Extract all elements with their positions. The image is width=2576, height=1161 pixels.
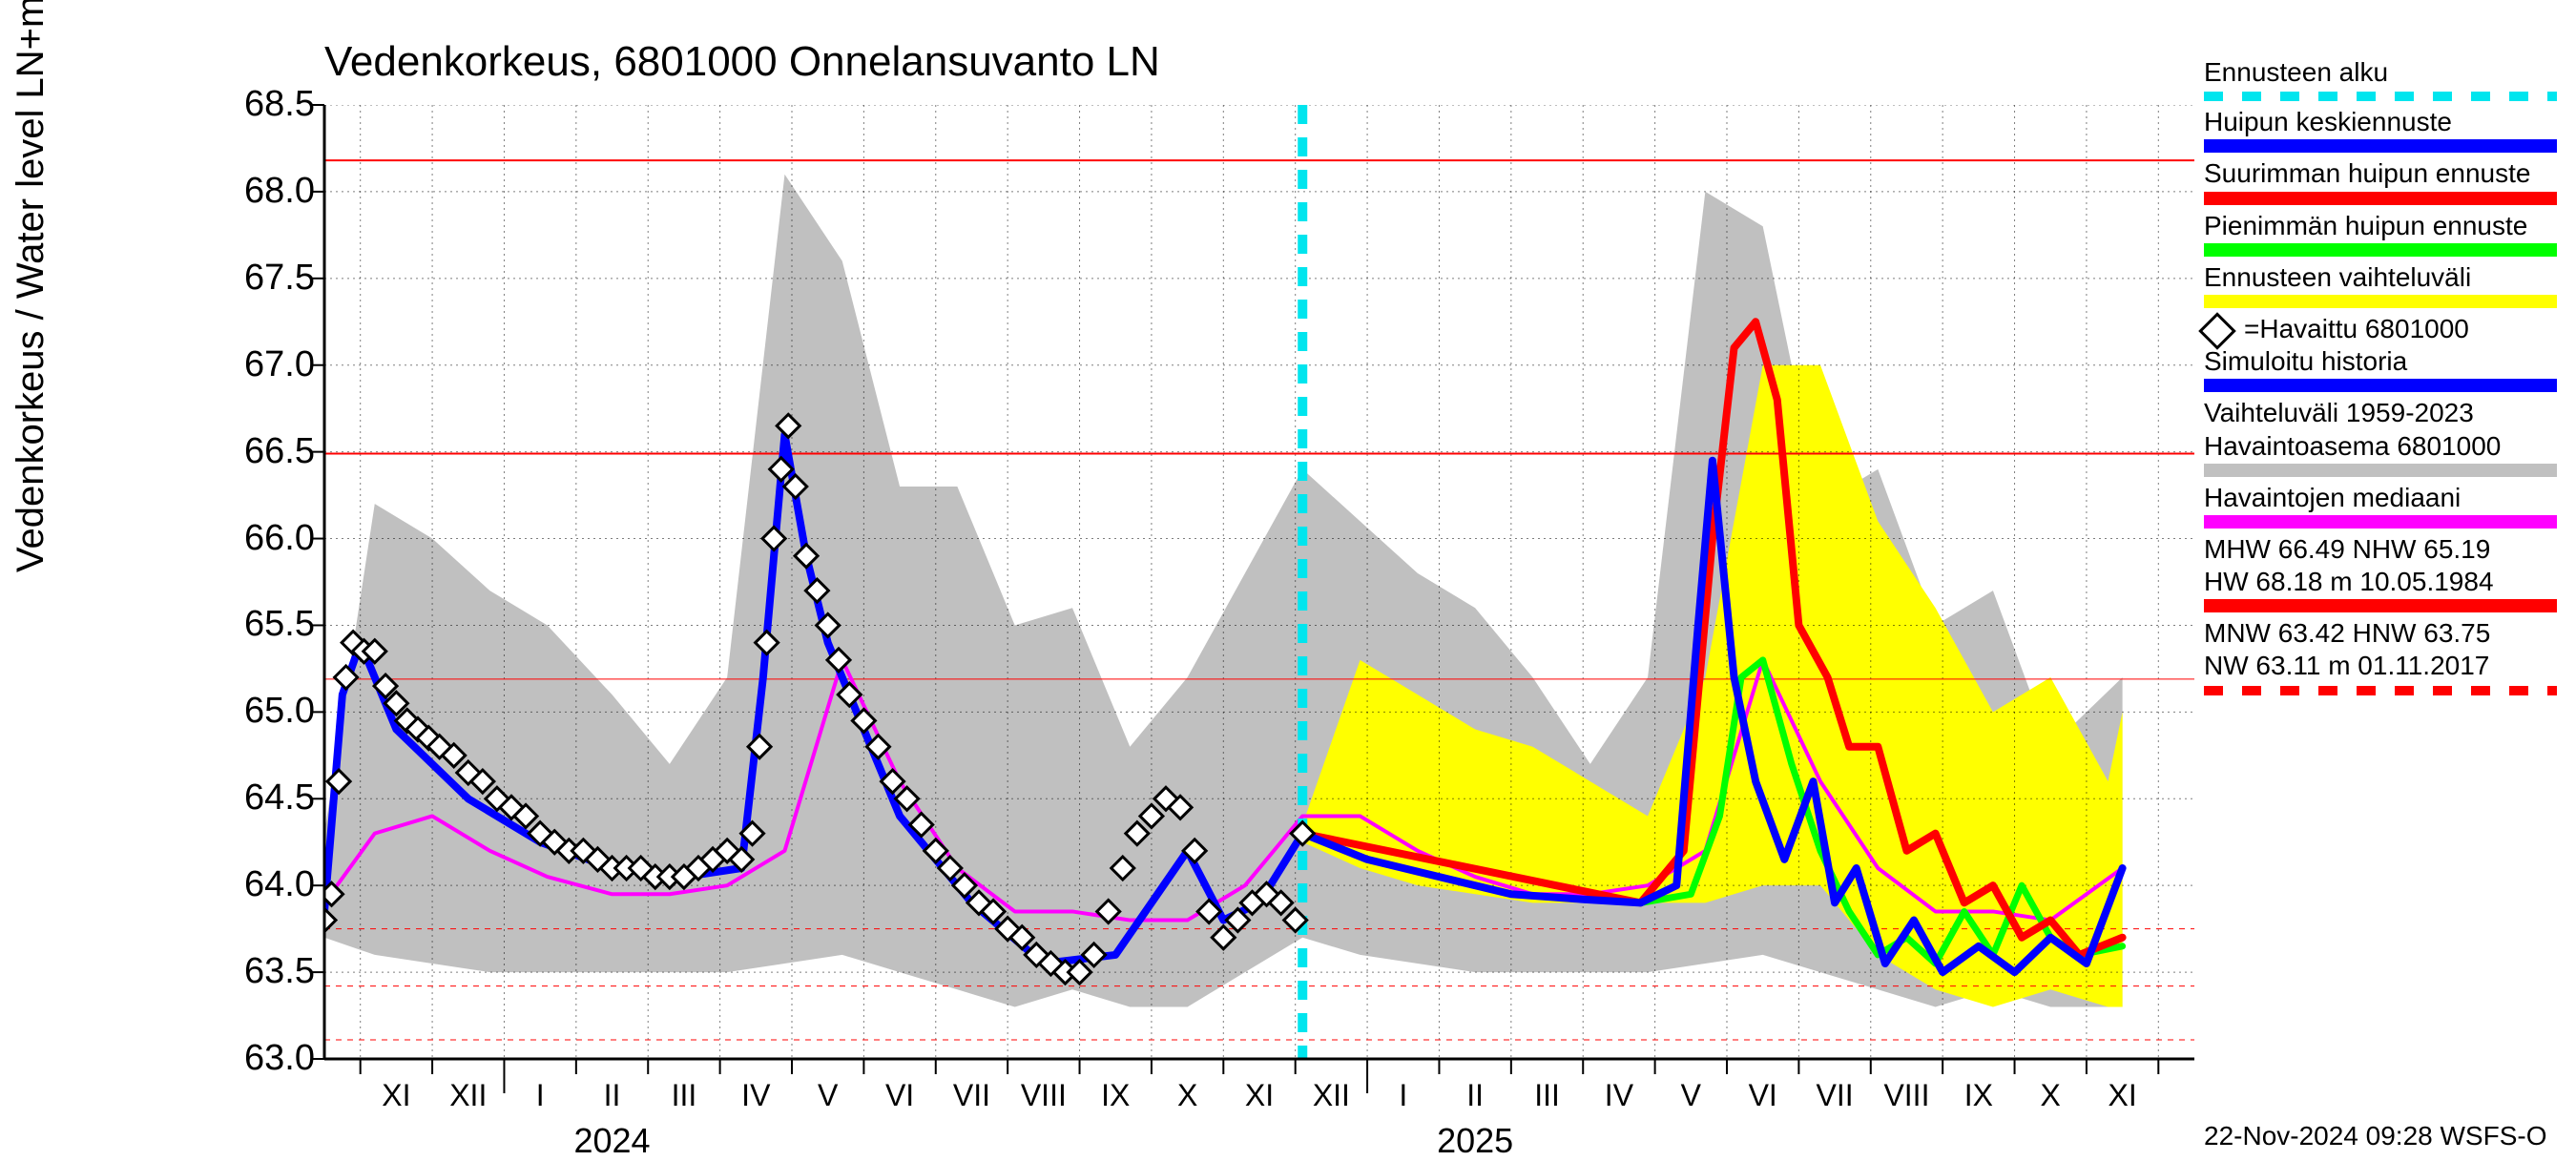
x-tick-label: V [1681,1078,1701,1113]
y-tick-label: 63.0 [172,1038,315,1079]
x-tick-label: III [672,1078,697,1113]
chart-container: Vedenkorkeus, 6801000 Onnelansuvanto LN … [0,0,2576,1145]
legend-label: Havaintoasema 6801000 [2204,431,2557,462]
legend-label: =Havaittu 6801000 [2244,314,2469,343]
x-tick-label: VI [1749,1078,1777,1113]
y-tick-label: 68.0 [172,171,315,212]
legend-item: Suurimman huipun ennuste [2204,158,2557,204]
x-tick-label: III [1534,1078,1560,1113]
x-tick-label: XI [1245,1078,1274,1113]
legend-swatch [2204,464,2557,477]
x-tick-label: IX [1964,1078,1993,1113]
x-tick-label: IV [741,1078,770,1113]
legend-item: HW 68.18 m 10.05.1984 [2204,567,2557,612]
legend-item: NW 63.11 m 01.11.2017 [2204,651,2557,695]
legend-item: =Havaittu 6801000 [2204,314,2557,344]
legend-label: Ennusteen alku [2204,57,2557,88]
legend-item: Havaintoasema 6801000 [2204,431,2557,477]
y-tick-label: 66.0 [172,518,315,559]
x-tick-label: XI [2108,1078,2136,1113]
legend-item: Simuloitu historia [2204,346,2557,392]
x-tick-label: XII [449,1078,487,1113]
legend-label: HW 68.18 m 10.05.1984 [2204,567,2557,597]
x-tick-label: II [1466,1078,1484,1113]
y-tick-label: 68.5 [172,84,315,125]
legend-swatch [2204,686,2557,695]
x-tick-label: XI [382,1078,410,1113]
legend-label: MNW 63.42 HNW 63.75 [2204,618,2557,649]
legend-label: Ennusteen vaihteluväli [2204,262,2557,293]
legend-swatch [2204,379,2557,392]
x-tick-label: V [818,1078,838,1113]
y-tick-label: 64.5 [172,777,315,819]
y-tick-label: 67.0 [172,344,315,385]
legend-item: Ennusteen vaihteluväli [2204,262,2557,308]
diamond-marker-icon [2198,312,2236,350]
legend-item: Ennusteen alku [2204,57,2557,101]
x-tick-label: X [2041,1078,2061,1113]
legend-swatch [2204,243,2557,257]
y-tick-label: 65.5 [172,604,315,645]
y-tick-label: 63.5 [172,951,315,992]
x-year-label: 2025 [1437,1121,1513,1161]
legend-label: Huipun keskiennuste [2204,107,2557,137]
x-year-label: 2024 [573,1121,650,1161]
legend-item: Havaintojen mediaani [2204,483,2557,529]
legend-item: Vaihteluväli 1959-2023 [2204,398,2557,428]
y-tick-label: 64.0 [172,864,315,905]
plot-area [0,0,2576,1145]
legend-swatch [2204,92,2557,101]
legend-label: MHW 66.49 NHW 65.19 [2204,534,2557,565]
legend-swatch [2204,295,2557,308]
legend-swatch [2204,139,2557,153]
legend-swatch [2204,192,2557,205]
legend-item: Huipun keskiennuste [2204,107,2557,153]
legend-label: Suurimman huipun ennuste [2204,158,2557,189]
x-tick-label: XII [1313,1078,1350,1113]
legend-label: Pienimmän huipun ennuste [2204,211,2557,241]
legend-label: Simuloitu historia [2204,346,2557,377]
x-tick-label: IX [1101,1078,1130,1113]
x-tick-label: VIII [1021,1078,1067,1113]
legend-label: Vaihteluväli 1959-2023 [2204,398,2557,428]
legend-item: MNW 63.42 HNW 63.75 [2204,618,2557,649]
legend-item: MHW 66.49 NHW 65.19 [2204,534,2557,565]
x-tick-label: X [1177,1078,1197,1113]
x-tick-label: I [1399,1078,1407,1113]
x-tick-label: VI [885,1078,914,1113]
y-tick-label: 65.0 [172,691,315,732]
x-tick-label: VII [1817,1078,1854,1113]
legend: Ennusteen alku Huipun keskiennuste Suurimm… [2204,57,2557,701]
timestamp: 22-Nov-2024 09:28 WSFS-O [2204,1121,2547,1151]
legend-label: NW 63.11 m 01.11.2017 [2204,651,2557,681]
x-tick-label: I [536,1078,545,1113]
x-tick-label: VIII [1883,1078,1929,1113]
legend-swatch [2204,515,2557,529]
x-tick-label: II [604,1078,621,1113]
x-tick-label: VII [953,1078,990,1113]
legend-label: Havaintojen mediaani [2204,483,2557,513]
y-tick-label: 66.5 [172,431,315,472]
x-tick-label: IV [1605,1078,1633,1113]
legend-item: Pienimmän huipun ennuste [2204,211,2557,257]
legend-swatch [2204,599,2557,612]
y-tick-label: 67.5 [172,258,315,299]
